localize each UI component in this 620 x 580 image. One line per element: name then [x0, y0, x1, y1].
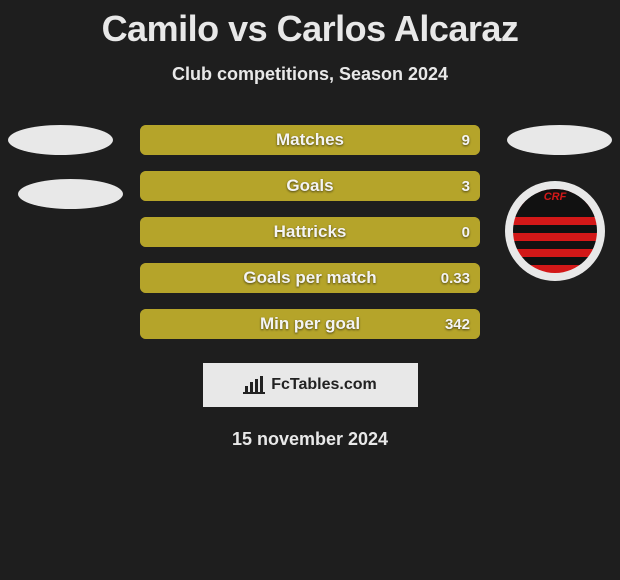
stat-bars: Matches 9 Goals 3 Hattricks 0 Goals per …	[140, 125, 480, 339]
stat-bar-label: Goals	[140, 171, 480, 201]
stat-bar: Matches 9	[140, 125, 480, 155]
stat-bar: Goals 3	[140, 171, 480, 201]
placeholder-ellipse	[18, 179, 123, 209]
stat-bar-label: Matches	[140, 125, 480, 155]
stat-bar-label: Min per goal	[140, 309, 480, 339]
stat-bar-label: Goals per match	[140, 263, 480, 293]
placeholder-ellipse	[507, 125, 612, 155]
stat-bar-value: 9	[462, 125, 470, 155]
date-text: 15 november 2024	[0, 429, 620, 450]
stat-bar: Goals per match 0.33	[140, 263, 480, 293]
brand-text: FcTables.com	[271, 376, 377, 394]
stat-bar-value: 342	[445, 309, 470, 339]
team-crest: CRF	[513, 189, 597, 273]
stats-area: CRF Matches 9 Goals 3 Hattricks 0 Goals …	[0, 125, 620, 450]
team-crest-label: CRF	[513, 191, 597, 203]
stat-bar-value: 0	[462, 217, 470, 247]
stat-bar: Hattricks 0	[140, 217, 480, 247]
stat-bar: Min per goal 342	[140, 309, 480, 339]
bar-chart-icon	[243, 376, 265, 394]
brand-box: FcTables.com	[203, 363, 418, 407]
subtitle: Club competitions, Season 2024	[0, 64, 620, 85]
stat-bar-value: 0.33	[441, 263, 470, 293]
team-crest-wrap: CRF	[505, 181, 605, 281]
placeholder-ellipse	[8, 125, 113, 155]
stat-bar-value: 3	[462, 171, 470, 201]
page-title: Camilo vs Carlos Alcaraz	[0, 0, 620, 50]
stat-bar-label: Hattricks	[140, 217, 480, 247]
